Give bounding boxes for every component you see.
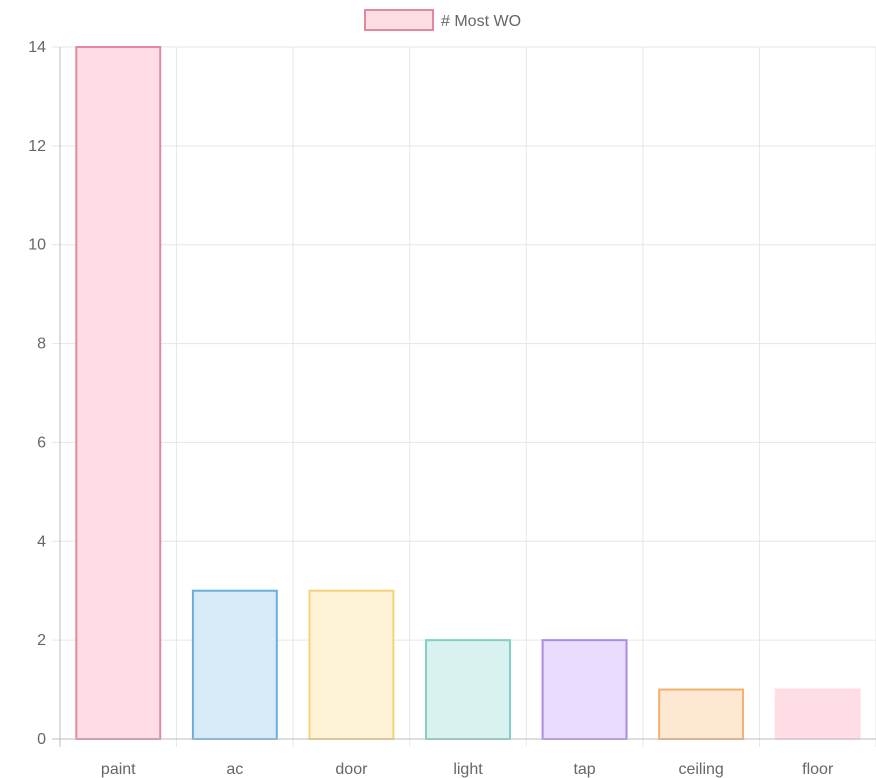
y-tick-label: 4 bbox=[37, 533, 46, 550]
x-tick-label: floor bbox=[802, 761, 834, 778]
y-tick-label: 12 bbox=[28, 138, 46, 155]
axes bbox=[59, 47, 876, 740]
x-tick-label: tap bbox=[573, 761, 595, 778]
bar-ac[interactable] bbox=[191, 589, 278, 741]
x-axis-tick-labels: paint ac door light tap ceiling floor bbox=[101, 761, 834, 778]
y-tick-label: 2 bbox=[37, 632, 46, 649]
bar-door[interactable] bbox=[308, 589, 395, 741]
x-tick-label: ceiling bbox=[678, 761, 723, 778]
y-tick-label: 10 bbox=[28, 237, 46, 254]
bar-paint[interactable] bbox=[75, 46, 162, 740]
y-tick-label: 14 bbox=[28, 39, 46, 56]
y-tick-label: 6 bbox=[37, 434, 46, 451]
x-tick-label: ac bbox=[226, 761, 243, 778]
bar-floor[interactable] bbox=[774, 688, 861, 740]
bars bbox=[75, 46, 861, 741]
x-tick-label: light bbox=[453, 761, 483, 778]
legend[interactable]: # Most WO bbox=[364, 9, 521, 31]
legend-label[interactable]: # Most WO bbox=[441, 13, 521, 30]
bar-tap[interactable] bbox=[541, 639, 628, 741]
bar-ceiling[interactable] bbox=[658, 688, 745, 740]
x-tick-label: paint bbox=[101, 761, 136, 778]
bar-light[interactable] bbox=[425, 639, 511, 741]
y-axis-tick-labels: 0 2 4 6 8 10 12 14 bbox=[28, 39, 46, 748]
grid-lines bbox=[52, 46, 876, 747]
x-tick-label: door bbox=[335, 761, 368, 778]
y-tick-label: 8 bbox=[37, 336, 46, 353]
y-tick-label: 0 bbox=[37, 731, 46, 748]
legend-swatch[interactable] bbox=[364, 9, 434, 31]
